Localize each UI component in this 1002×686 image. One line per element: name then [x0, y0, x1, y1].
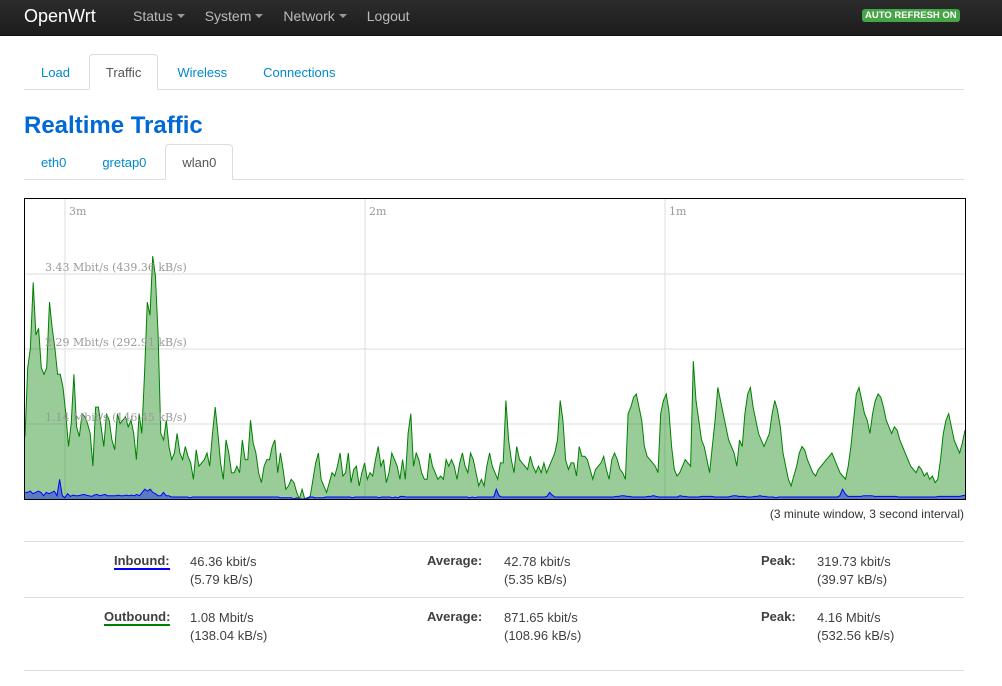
caret-down-icon [176, 14, 185, 19]
outbound-average: 871.65 kbit/s (108.96 kB/s) [504, 609, 581, 645]
outbound-peak: 4.16 Mbit/s (532.56 kB/s) [817, 609, 894, 645]
inbound-line-series [25, 479, 965, 499]
outbound-stats-row: Outbound: 1.08 Mbit/s (138.04 kB/s) Aver… [24, 597, 964, 654]
menu-status-label: Status [133, 8, 173, 24]
outbound-current-kb: (138.04 kB/s) [190, 628, 268, 643]
time-label-1m: 1m [669, 205, 687, 218]
outbound-peak-value: 4.16 Mbit/s [817, 610, 881, 625]
tab-connections[interactable]: Connections [263, 65, 336, 80]
y-label-1.14: 1.14 Mbit/s (146.45 kB/s) [45, 411, 187, 424]
graph-grid [25, 199, 965, 499]
top-navbar: OpenWrt Status System Network Logout AUT… [0, 0, 1002, 36]
time-label-2m: 2m [369, 205, 387, 218]
inbound-stats-row: Inbound: 46.36 kbit/s (5.79 kB/s) Averag… [24, 541, 964, 598]
outbound-current-value: 1.08 Mbit/s [190, 610, 254, 625]
status-tabs: Load Traffic Wireless Connections [24, 54, 964, 90]
inbound-average-value: 42.78 kbit/s [504, 554, 571, 569]
outbound-peak-kb: (532.56 kB/s) [817, 628, 895, 643]
tab-wireless[interactable]: Wireless [177, 65, 228, 80]
inbound-average: 42.78 kbit/s (5.35 kB/s) [504, 553, 571, 589]
menu-logout[interactable]: Logout [357, 0, 420, 36]
inbound-current-kb: (5.79 kB/s) [190, 572, 253, 587]
menu-status[interactable]: Status [123, 0, 195, 36]
menu-system-label: System [204, 8, 252, 24]
y-label-2.29: 2.29 Mbit/s (292.91 kB/s) [45, 336, 187, 349]
caret-down-icon [338, 14, 347, 19]
inbound-current: 46.36 kbit/s (5.79 kB/s) [190, 553, 257, 589]
tab-gretap0[interactable]: gretap0 [102, 155, 147, 170]
time-label-3m: 3m [69, 205, 87, 218]
inbound-average-label: Average: [427, 553, 483, 568]
menu-network-label: Network [283, 8, 335, 24]
interface-tabs: eth0 gretap0 wlan0 [24, 144, 964, 180]
page-title: Realtime Traffic [24, 112, 203, 139]
traffic-graph: 3m 2m 1m 3.43 Mbit/s (439.36 kB/s) 2.29 … [24, 198, 966, 500]
inbound-peak-label: Peak: [761, 553, 796, 568]
y-label-3.43: 3.43 Mbit/s (439.36 kB/s) [45, 261, 187, 274]
menu-logout-label: Logout [366, 8, 410, 24]
tab-load[interactable]: Load [41, 65, 70, 80]
outbound-average-label: Average: [427, 609, 483, 624]
caret-down-icon [255, 14, 264, 19]
main-menu: Status System Network Logout [123, 0, 420, 36]
outbound-peak-label: Peak: [761, 609, 796, 624]
brand-logo[interactable]: OpenWrt [24, 6, 96, 26]
inbound-peak-value: 319.73 kbit/s [817, 554, 891, 569]
tab-traffic[interactable]: Traffic [88, 54, 159, 90]
outbound-area-series [25, 256, 965, 499]
outbound-current: 1.08 Mbit/s (138.04 kB/s) [190, 609, 267, 645]
outbound-average-value: 871.65 kbit/s [504, 610, 578, 625]
inbound-average-kb: (5.35 kB/s) [504, 572, 567, 587]
outbound-average-kb: (108.96 kB/s) [504, 628, 582, 643]
inbound-label: Inbound: [114, 553, 170, 570]
outbound-line-series [25, 256, 965, 499]
stats-bottom-divider [24, 670, 964, 671]
inbound-peak: 319.73 kbit/s (39.97 kB/s) [817, 553, 891, 589]
outbound-label: Outbound: [104, 609, 171, 626]
inbound-area-series [25, 479, 965, 499]
tab-eth0[interactable]: eth0 [41, 155, 67, 170]
menu-network[interactable]: Network [273, 0, 356, 36]
tab-wlan0[interactable]: wlan0 [165, 144, 234, 180]
graph-caption: (3 minute window, 3 second interval) [769, 507, 964, 521]
traffic-graph-svg: 3m 2m 1m 3.43 Mbit/s (439.36 kB/s) 2.29 … [25, 199, 965, 499]
inbound-current-value: 46.36 kbit/s [190, 554, 257, 569]
menu-system[interactable]: System [195, 0, 274, 36]
auto-refresh-badge[interactable]: AUTO REFRESH ON [862, 9, 960, 22]
inbound-peak-kb: (39.97 kB/s) [817, 572, 888, 587]
